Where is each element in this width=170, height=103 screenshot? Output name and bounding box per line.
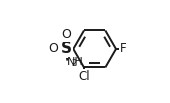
Text: O: O: [61, 28, 71, 41]
Text: 2: 2: [71, 59, 76, 68]
Text: F: F: [120, 42, 126, 55]
Text: NH: NH: [67, 57, 83, 67]
Text: O: O: [48, 42, 58, 55]
Text: S: S: [61, 42, 72, 56]
Text: Cl: Cl: [78, 70, 90, 83]
